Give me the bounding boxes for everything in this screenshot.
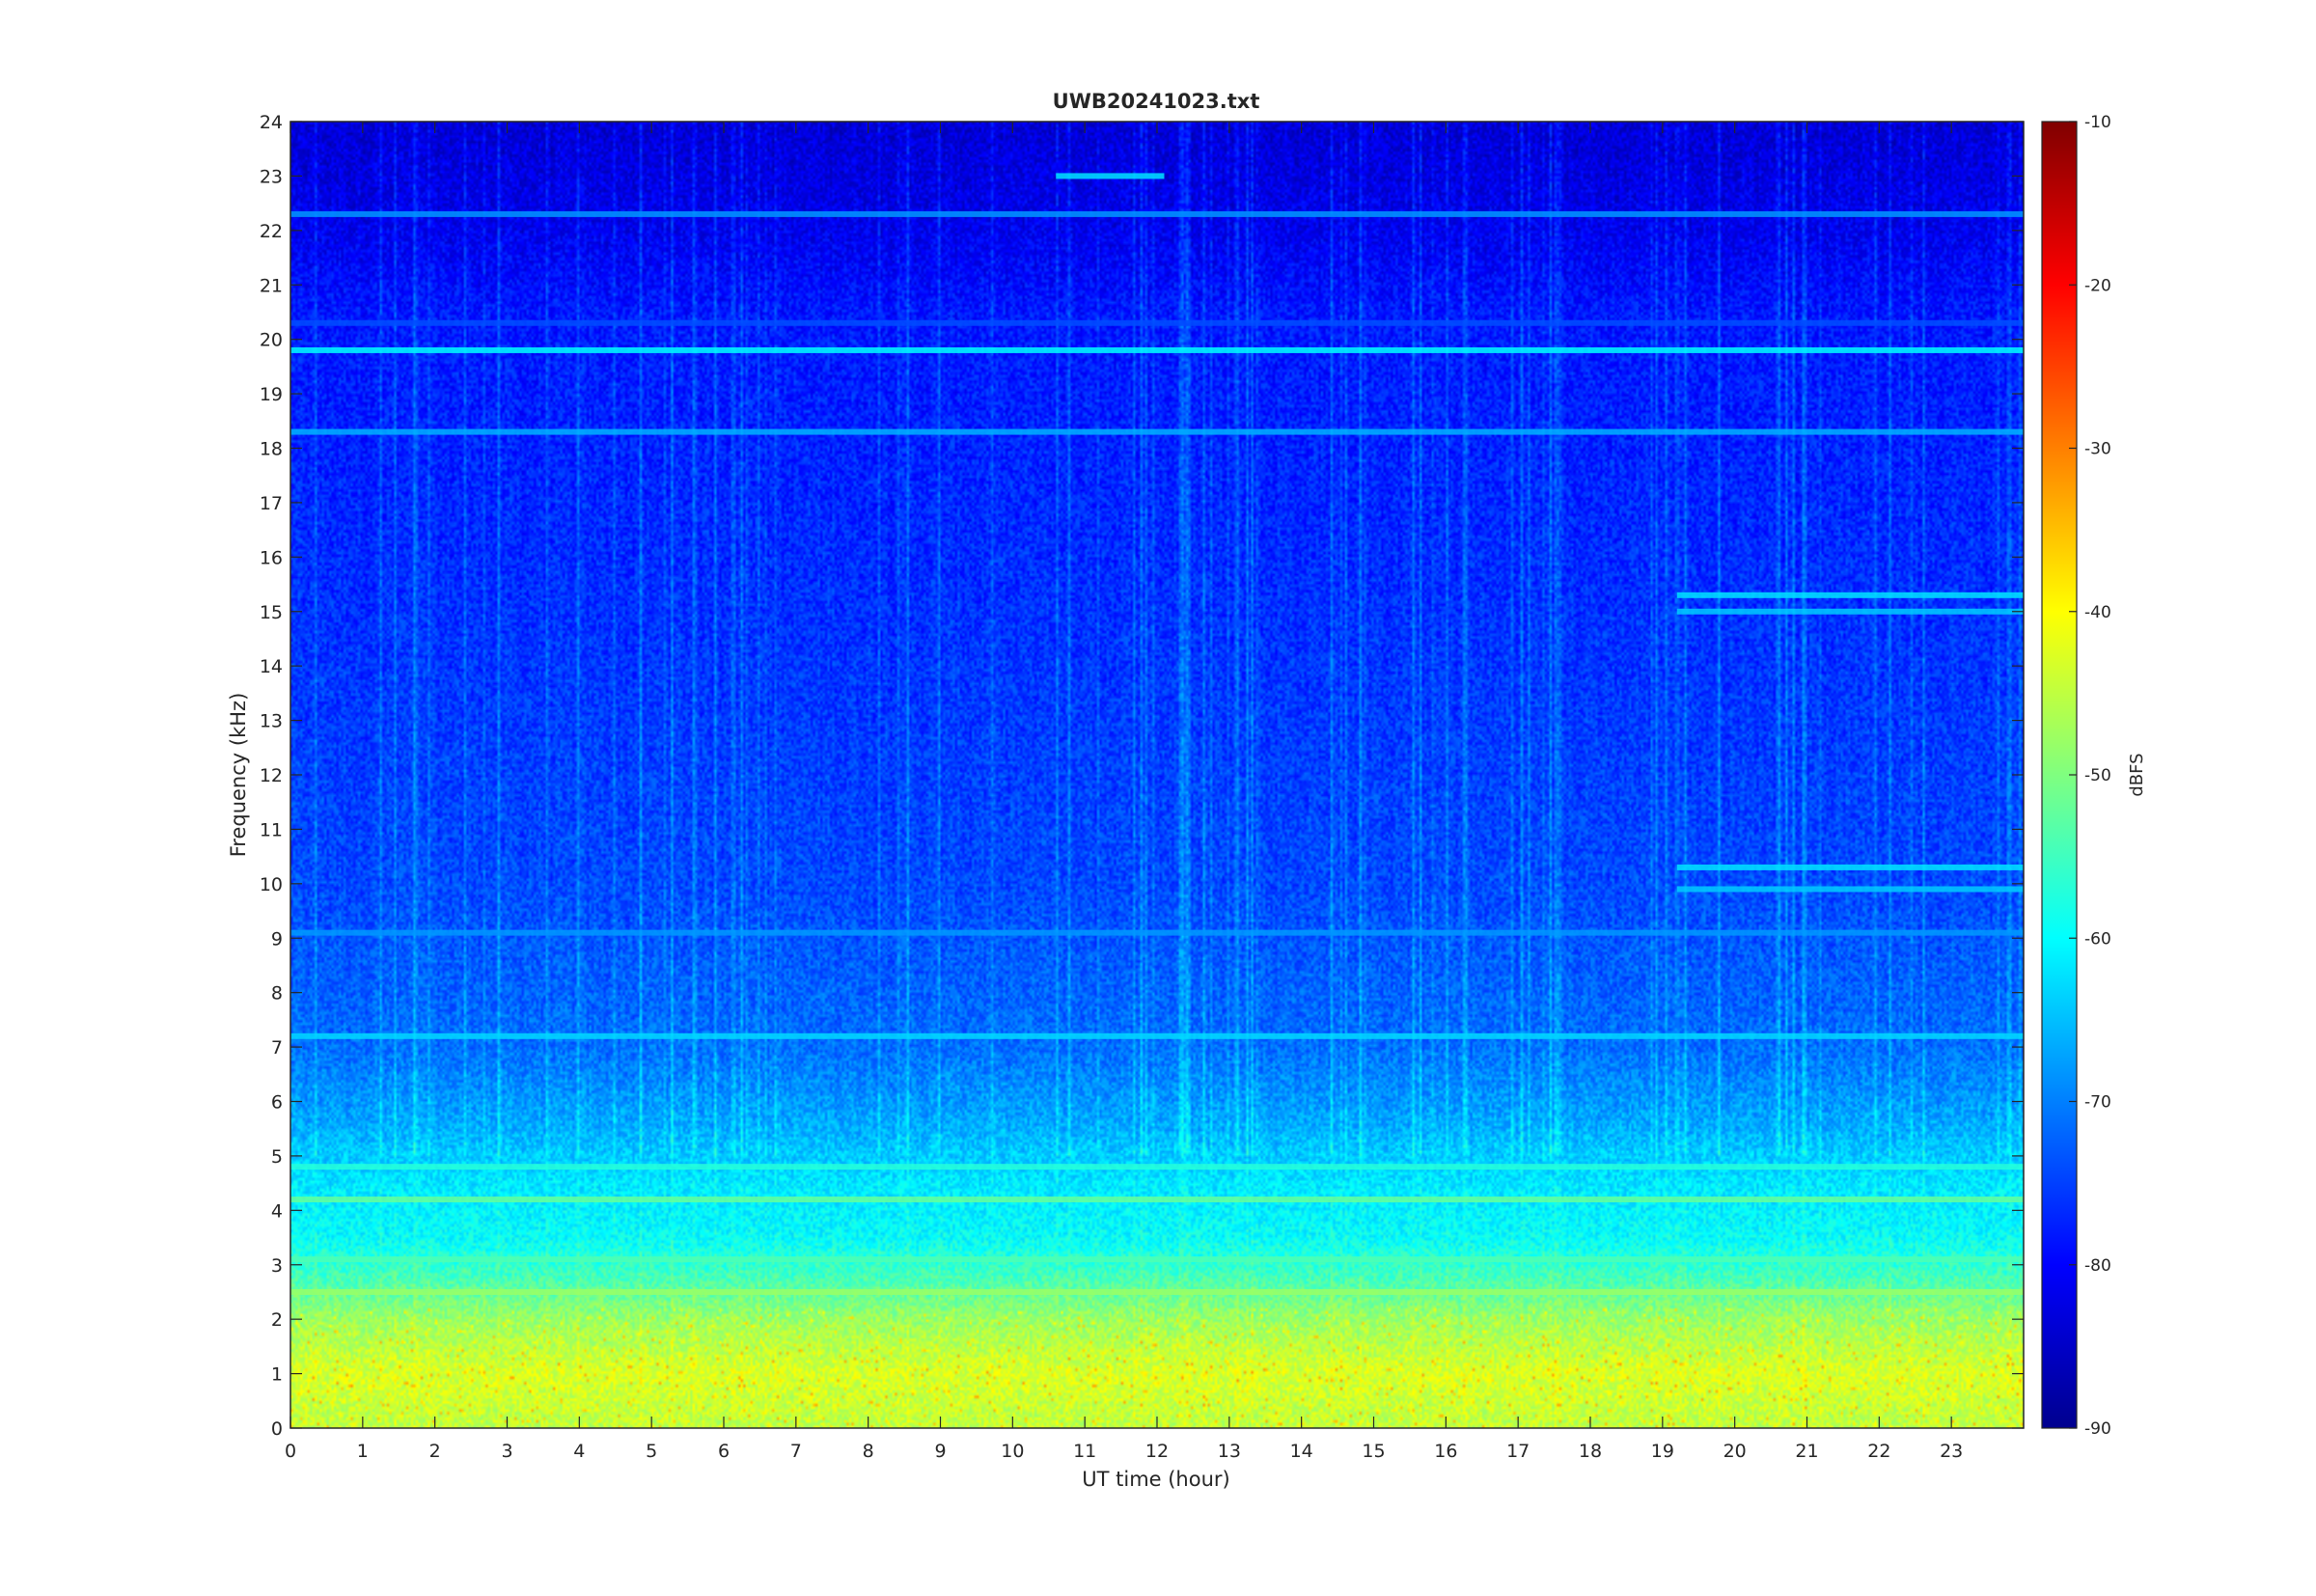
emission-line-13	[1676, 864, 2024, 870]
y-tick-label: 4	[271, 1200, 283, 1222]
y-tick-label: 13	[260, 711, 283, 732]
y-tick-label: 0	[271, 1418, 283, 1440]
y-tick-label: 8	[271, 983, 283, 1004]
x-tick-label: 9	[934, 1441, 946, 1462]
x-tick-label: 10	[1001, 1441, 1024, 1462]
y-tick-label: 23	[260, 166, 283, 187]
x-tick-label: 11	[1073, 1441, 1096, 1462]
y-tick-label: 10	[260, 874, 283, 895]
y-tick-label: 17	[260, 493, 283, 514]
emission-line-8	[290, 1032, 2024, 1039]
emission-line-3	[290, 319, 2024, 326]
colorbar-label: dBFS	[2127, 753, 2147, 796]
emission-line-6	[290, 1256, 2024, 1263]
x-tick-label: 4	[573, 1441, 585, 1462]
emission-line-12	[1676, 608, 2024, 615]
y-tick-label: 9	[271, 928, 283, 949]
emission-line-11	[1676, 592, 2024, 598]
emission-line-2	[290, 210, 2024, 217]
x-tick-label: 3	[501, 1441, 512, 1462]
x-tick-label: 12	[1145, 1441, 1169, 1462]
colorbar-tick-label: -40	[2084, 603, 2111, 622]
colorbar-tick-label: -50	[2084, 766, 2111, 785]
x-axis-ticks: 0 1 2 3 4 5 6 7 8 9 10 11 12 13 14 15 16 17 18 19 20 21 22 23	[285, 122, 1963, 1462]
emission-line-4	[290, 1164, 2024, 1170]
x-tick-label: 21	[1795, 1441, 1818, 1462]
y-tick-label: 14	[260, 656, 283, 677]
plot-area: 0 1 2 3 4 5 6 7 8 9 10 11 12 13 14 15 16 17 18 19 20 21 22 23 0…	[260, 112, 2025, 1462]
y-tick-label: 22	[260, 221, 283, 242]
x-tick-label: 19	[1651, 1441, 1674, 1462]
x-tick-label: 0	[285, 1441, 296, 1462]
y-tick-label: 1	[271, 1364, 283, 1386]
emission-line-10	[1056, 173, 1165, 179]
y-tick-label: 20	[260, 330, 283, 351]
x-tick-label: 23	[1940, 1441, 1963, 1462]
y-tick-label: 18	[260, 439, 283, 460]
x-tick-label: 2	[429, 1441, 441, 1462]
x-tick-label: 1	[357, 1441, 369, 1462]
emission-line-7	[290, 1288, 2024, 1295]
colorbar-tick-label: -90	[2084, 1419, 2111, 1439]
spectrogram-heatmap	[290, 122, 2024, 1428]
y-tick-label: 6	[271, 1092, 283, 1114]
y-tick-label: 12	[260, 765, 283, 786]
emission-line-9	[290, 929, 2024, 936]
colorbar-tick-label: -10	[2084, 113, 2111, 132]
emission-line-1	[290, 428, 2024, 435]
y-tick-label: 11	[260, 819, 283, 840]
x-tick-label: 14	[1290, 1441, 1313, 1462]
x-tick-label: 8	[863, 1441, 874, 1462]
x-tick-label: 15	[1362, 1441, 1385, 1462]
y-tick-label: 2	[271, 1309, 283, 1331]
x-tick-label: 7	[790, 1441, 802, 1462]
colorbar-tick-label: -30	[2084, 440, 2111, 459]
x-tick-label: 6	[718, 1441, 730, 1462]
colorbar-tick-label: -60	[2084, 929, 2111, 949]
x-tick-label: 20	[1723, 1441, 1747, 1462]
x-axis-label: UT time (hour)	[1082, 1468, 1229, 1491]
y-tick-label: 15	[260, 602, 283, 623]
y-tick-label: 5	[271, 1146, 283, 1168]
emission-line-0	[290, 346, 2024, 353]
y-tick-label: 24	[260, 112, 283, 133]
colorbar: -90 -80 -70 -60 -50 -40 -30 -20 -10 dBFS	[2041, 113, 2147, 1439]
x-tick-label: 22	[1867, 1441, 1890, 1462]
y-tick-label: 21	[260, 275, 283, 296]
y-tick-label: 3	[271, 1255, 283, 1277]
colorbar-ticks: -90 -80 -70 -60 -50 -40 -30 -20 -10	[2069, 113, 2111, 1439]
y-tick-label: 16	[260, 547, 283, 568]
x-tick-label: 13	[1218, 1441, 1241, 1462]
y-tick-label: 19	[260, 384, 283, 405]
x-tick-label: 5	[646, 1441, 657, 1462]
x-tick-label: 16	[1434, 1441, 1457, 1462]
x-tick-label: 17	[1506, 1441, 1530, 1462]
colorbar-tick-label: -80	[2084, 1256, 2111, 1276]
persistent-emission-lines	[290, 173, 2024, 1295]
colorbar-tick-label: -20	[2084, 276, 2111, 295]
chart-title: UWB20241023.txt	[1053, 90, 1260, 113]
y-tick-label: 7	[271, 1037, 283, 1059]
colorbar-tick-label: -70	[2084, 1093, 2111, 1113]
x-tick-label: 18	[1579, 1441, 1602, 1462]
y-axis-label: Frequency (kHz)	[227, 693, 250, 858]
emission-line-14	[1676, 886, 2024, 893]
emission-line-5	[290, 1197, 2024, 1203]
